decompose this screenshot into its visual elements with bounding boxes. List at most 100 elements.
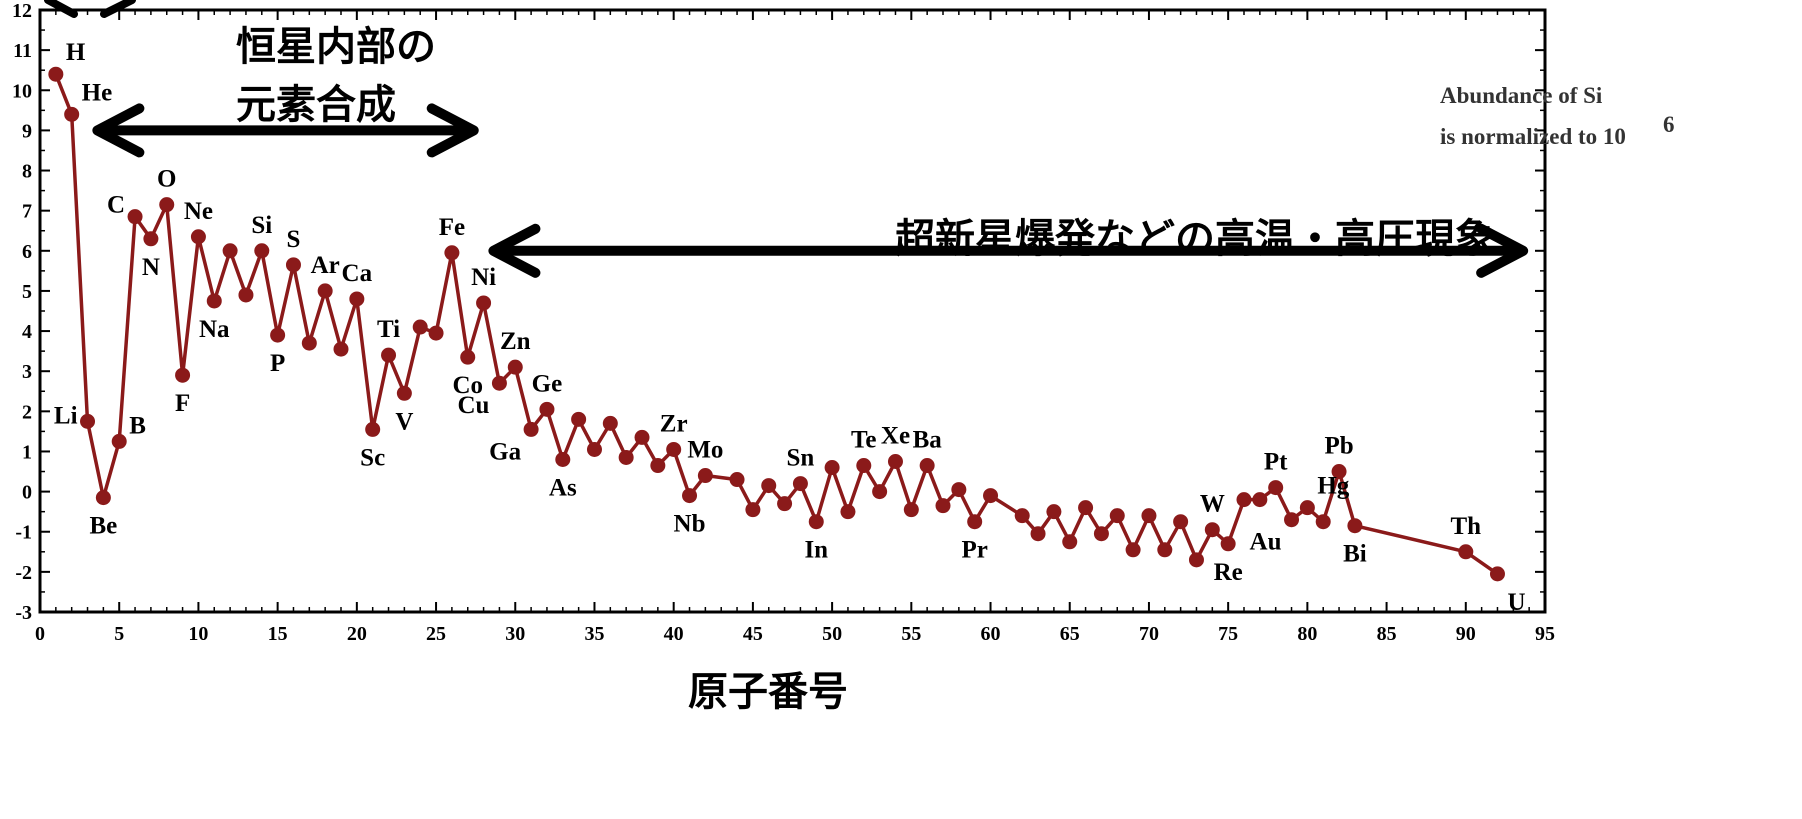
data-point [238,287,254,303]
y-tick-label: 6 [22,241,32,263]
y-tick-label: 7 [22,201,32,223]
data-point [206,293,222,309]
element-label: V [395,408,413,435]
data-point [159,197,175,213]
stellar-nucleosynthesis-line1: 恒星内部の [236,24,436,70]
data-point [777,496,793,512]
data-point [935,498,951,514]
annotation-arrows [44,0,1529,278]
data-point [1268,480,1284,496]
supernova-label: 超新星爆発などの高温・高圧現象 [895,216,1495,262]
element-label: W [1200,491,1225,518]
element-label: Fe [439,214,465,241]
data-point [127,209,143,225]
element-label: Ne [184,198,213,225]
data-point [1220,536,1236,552]
element-label: Nb [674,511,706,538]
element-label: Ge [532,370,563,397]
data-point [1252,492,1268,508]
y-tick-label: -3 [15,602,32,624]
y-tick-label: 8 [22,161,32,183]
x-tick-label: 35 [584,623,604,645]
element-label: P [270,350,285,377]
data-point [476,295,492,311]
element-label: Hg [1317,473,1349,500]
element-label: N [142,254,160,281]
x-tick-label: 25 [426,623,446,645]
data-point [586,441,602,457]
element-label: B [129,412,146,439]
x-tick-label: 75 [1218,623,1238,645]
data-point [365,421,381,437]
abundance-series-line [54,73,1499,576]
y-tick-label: 2 [22,401,32,423]
data-point [333,341,349,357]
stellar-arrow-head-right [426,103,479,158]
x-tick-label: 45 [743,623,763,645]
data-point [602,415,618,431]
element-label: Xe [881,423,910,450]
data-point [761,478,777,494]
supernova-arrow-head-right [1476,223,1529,278]
data-point [349,291,365,307]
data-point [555,451,571,467]
x-tick-label: 65 [1060,623,1080,645]
data-point [1109,508,1125,524]
x-tick-label: 10 [188,623,208,645]
element-label: Zn [500,328,531,355]
element-label: Sc [360,444,385,471]
data-point [111,433,127,449]
element-label: Th [1450,513,1481,540]
data-point [95,490,111,506]
element-label: Pt [1264,449,1288,476]
data-point [856,458,872,474]
data-point [808,514,824,530]
data-point [444,245,460,261]
element-label: C [107,192,125,219]
x-tick-label: 70 [1139,623,1159,645]
normalization-note-line2: is normalized to 10 [1440,124,1626,149]
data-point [80,413,96,429]
data-point [301,335,317,351]
element-label: Re [1214,559,1243,586]
data-point [951,482,967,498]
element-label: Pr [961,537,987,564]
x-tick-label: 95 [1535,623,1555,645]
element-label: In [804,537,828,564]
data-point [1030,526,1046,542]
data-point [190,229,206,245]
normalization-note-line1: Abundance of Si [1440,83,1603,108]
data-point [254,243,270,259]
data-point [634,429,650,445]
abundance-points [48,66,1505,582]
element-label: Mo [687,437,723,464]
element-label: Sn [787,445,815,472]
element-label: Bi [1343,541,1367,568]
element-label: Zr [660,410,688,437]
axes: 0 5 10 15 20 25 30 35 40 45 50 55 60 65 70 75 80 85 90 95-3… [12,0,1555,715]
element-label: Ca [342,260,373,287]
data-point [1157,542,1173,558]
element-label: Ti [377,316,400,343]
element-label: Pb [1324,433,1353,460]
data-point [745,502,761,518]
data-point [491,375,507,391]
y-tick-label: 9 [22,120,32,142]
x-tick-label: 5 [114,623,124,645]
element-label: H [66,39,86,66]
element-label: Na [199,316,230,343]
element-label: F [175,390,190,417]
x-tick-label: 60 [981,623,1001,645]
y-tick-label: -1 [15,522,32,544]
x-tick-label: 20 [347,623,367,645]
normalization-note-exponent: 6 [1663,112,1675,137]
data-point [1188,552,1204,568]
x-tick-label: 85 [1377,623,1397,645]
data-point [1078,500,1094,516]
data-point [1204,522,1220,538]
data-point [143,231,159,247]
y-tick-label: 5 [22,281,32,303]
element-label: U [1507,589,1525,616]
